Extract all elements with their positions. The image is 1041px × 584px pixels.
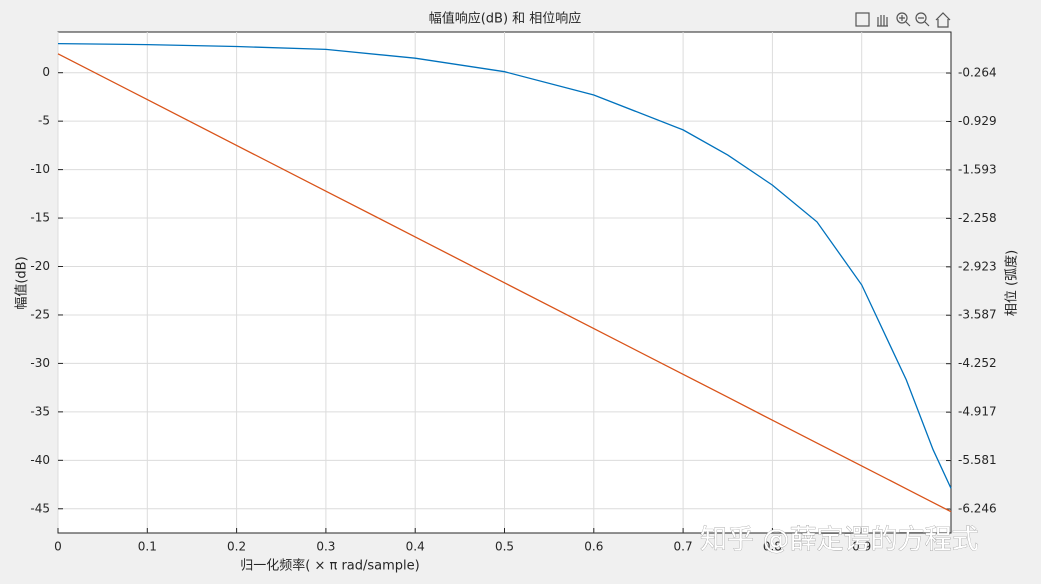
x-tick-label: 0.7 — [674, 540, 693, 554]
y2-tick-label: -4.252 — [958, 356, 997, 370]
y-axis-label: 幅值(dB) — [14, 256, 30, 309]
x-axis-label: 归一化频率( × π rad/sample) — [240, 558, 419, 574]
x-tick-label: 0.4 — [406, 540, 425, 554]
x-tick-label: 0.9 — [852, 540, 871, 554]
x-tick-label: 0.5 — [495, 540, 514, 554]
y-tick-label: -15 — [30, 211, 50, 225]
y2-tick-label: -3.587 — [958, 308, 997, 322]
x-tick-label: 0.3 — [316, 540, 335, 554]
toolbar-button[interactable] — [935, 12, 951, 28]
y2-tick-label: -2.923 — [958, 259, 997, 273]
x-tick-label: 0.6 — [584, 540, 603, 554]
y2-tick-label: -6.246 — [958, 502, 997, 516]
y-tick-label: 0 — [42, 65, 50, 79]
toolbar-button[interactable] — [855, 12, 870, 27]
y-tick-label: -30 — [30, 356, 50, 370]
y2-tick-label: -2.258 — [958, 211, 997, 225]
y2-tick-label: -0.929 — [958, 114, 997, 128]
x-tick-label: 0.2 — [227, 540, 246, 554]
data-line — [57, 42, 952, 489]
y-tick-label: -20 — [30, 259, 50, 273]
toolbar-button[interactable] — [896, 12, 908, 24]
watermark: 知乎 @薛定谔的方程式 — [700, 525, 979, 556]
y-tick-label: -35 — [30, 404, 50, 418]
y-tick-label: -5 — [38, 114, 50, 128]
y-tick-label: -40 — [30, 453, 50, 467]
y-tick-label: -25 — [30, 307, 50, 321]
y2-tick-label: -5.581 — [958, 453, 997, 467]
toolbar-button[interactable] — [877, 15, 888, 27]
y-tick-label: -45 — [30, 501, 50, 515]
toolbar-button[interactable] — [915, 12, 927, 24]
x-tick-label: 0.1 — [138, 540, 157, 554]
x-tick-label: 0.8 — [763, 540, 782, 554]
x-tick-label: 0 — [54, 540, 62, 554]
y2-tick-label: -0.264 — [958, 66, 997, 80]
y-tick-label: -10 — [30, 162, 50, 176]
y2-tick-label: -4.917 — [958, 405, 997, 419]
y2-tick-label: -1.593 — [958, 162, 997, 176]
toolbar[interactable] — [855, 12, 951, 28]
chart-title: 幅值响应(dB) 和 相位响应 — [429, 11, 582, 27]
data-line — [57, 53, 952, 513]
y2-axis-label: 相位 (弧度) — [1004, 250, 1020, 316]
